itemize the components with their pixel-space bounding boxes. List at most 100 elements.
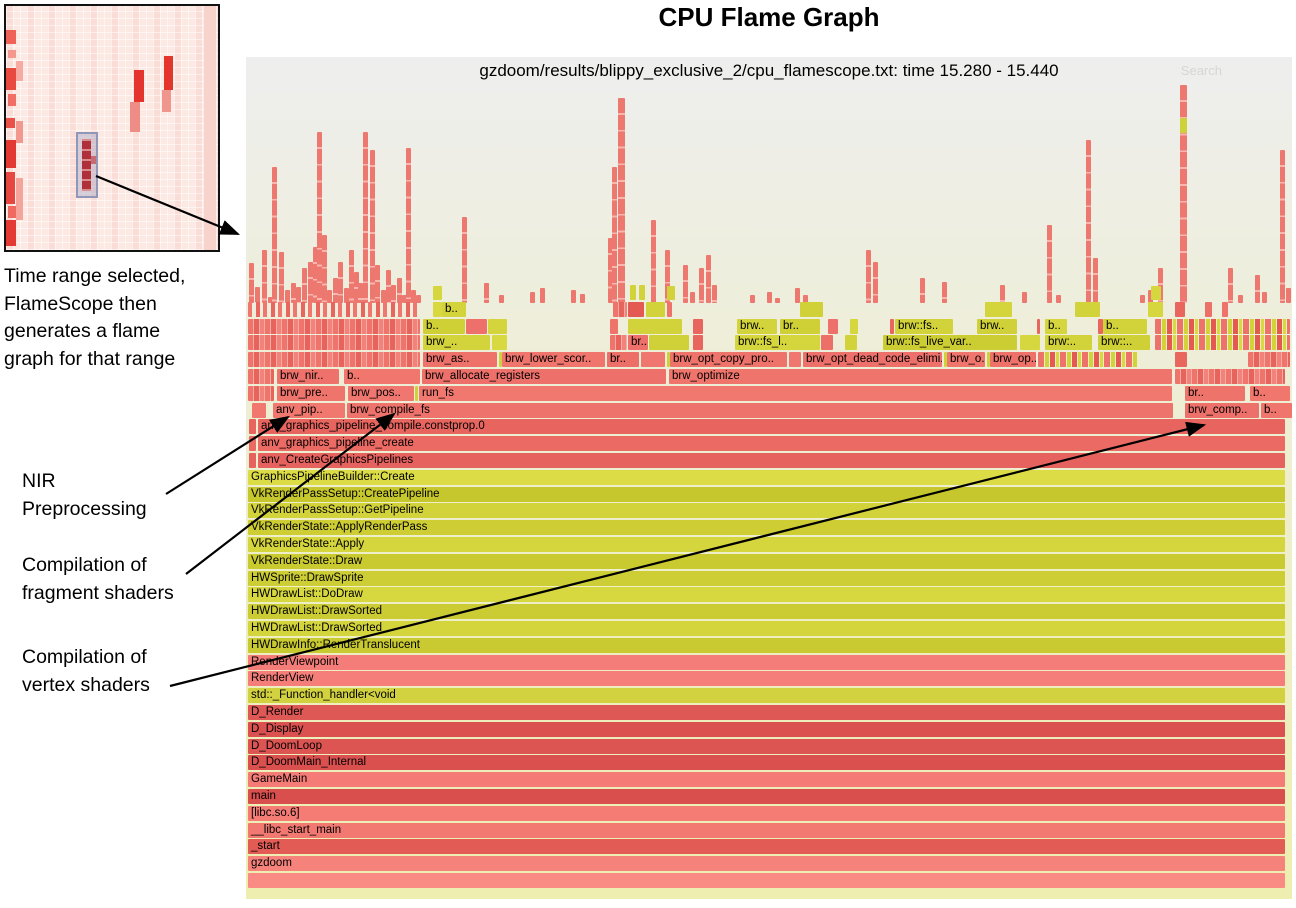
flame-frame[interactable]: __libc_start_main [248,822,1285,838]
flame-spike-frame[interactable] [866,250,871,303]
flame-frame[interactable]: HWSprite::DrawSprite [248,570,1285,586]
flame-frame[interactable]: brw_lower_scor.. [502,352,605,368]
flame-spike-frame[interactable] [873,262,878,303]
flame-spike-frame[interactable] [268,297,273,303]
flame-spike-frame[interactable] [484,283,489,303]
flame-spike-frame[interactable] [291,283,296,303]
flame-frame[interactable]: brw_pos.. [348,385,414,401]
flame-frame[interactable] [1038,352,1138,368]
flame-spike-frame[interactable] [322,235,327,303]
search-button[interactable]: Search [1180,63,1222,78]
flame-frame[interactable]: brw_o.. [947,352,985,368]
flame-frame[interactable]: brw.. [977,318,1017,334]
flame-spike-frame[interactable] [1158,268,1163,303]
flame-spike-frame[interactable] [416,295,421,303]
flame-frame[interactable] [249,453,256,468]
flame-spike-frame[interactable] [370,150,375,303]
flame-frame[interactable]: br.. [607,352,639,368]
flame-spike-frame[interactable] [349,250,354,303]
flame-frame[interactable]: _start [248,839,1285,855]
flame-frame[interactable] [248,318,420,334]
flame-spike-frame[interactable] [462,217,467,303]
flame-frame[interactable]: D_Display [248,721,1285,737]
flame-frame[interactable]: b.. [344,369,420,384]
flame-frame[interactable]: gzdoom [248,856,1285,872]
flame-frame[interactable]: brw_allocate_registers [422,369,666,384]
flame-frame[interactable]: VkRenderState::Draw [248,553,1285,569]
flame-frame[interactable] [1205,301,1212,317]
flame-spike-frame[interactable] [262,250,267,303]
flame-frame[interactable] [1037,318,1040,334]
flame-frame[interactable]: GameMain [248,772,1285,788]
flame-frame[interactable] [613,301,627,317]
flame-spike-frame[interactable] [775,298,780,303]
flame-frame[interactable]: brw_compile_fs [347,402,1173,418]
flame-spike-frame[interactable] [363,132,368,303]
flame-spike-frame[interactable] [1228,268,1233,303]
flame-frame[interactable]: br.. [780,318,820,334]
flame-frame[interactable]: b.. [1261,402,1292,418]
flame-frame[interactable]: b.. [423,318,465,334]
flame-spike-frame[interactable] [1093,258,1098,303]
flame-spike-frame[interactable] [375,265,380,303]
flame-frame[interactable] [693,318,703,334]
flame-frame[interactable] [789,352,801,368]
flame-frame[interactable]: HWDrawInfo::RenderTranslucent [248,637,1285,653]
flame-frame[interactable] [987,352,990,368]
flame-frame[interactable] [248,385,274,401]
flame-spike-frame[interactable] [683,265,688,303]
flame-frame[interactable]: brw_nir.. [277,369,339,384]
flame-spike-frame[interactable] [665,250,670,303]
flame-spike-frame[interactable] [308,262,313,303]
flame-frame[interactable] [641,352,665,368]
flame-spike-frame[interactable] [499,295,504,303]
flame-spike-frame[interactable] [338,262,343,303]
flame-frame[interactable]: b.. [1250,385,1290,401]
flame-frame[interactable] [248,301,420,317]
flame-spike-frame[interactable] [920,278,925,303]
flame-frame[interactable]: brw_opt_dead_code_elimi.. [803,352,942,368]
flame-frame[interactable]: D_DoomLoop [248,738,1285,754]
flame-frame[interactable]: brw:.. [1045,335,1092,351]
flame-frame[interactable] [1175,352,1187,368]
flame-frame[interactable]: GraphicsPipelineBuilder::Create [248,469,1285,485]
flame-spike-frame[interactable] [767,292,772,303]
flame-spike-frame[interactable] [317,132,322,303]
flame-spike-frame[interactable] [402,295,407,303]
flame-frame[interactable]: brw_optimize [669,369,1172,384]
flame-spike-frame[interactable] [397,278,402,303]
flame-frame[interactable]: HWDrawList::DoDraw [248,587,1285,603]
flame-frame[interactable]: brw_as.. [423,352,497,368]
flame-frame[interactable]: b.. [1103,318,1147,334]
flame-frame[interactable] [1155,335,1290,351]
flame-spike-frame[interactable] [530,292,535,303]
flame-spike-frame[interactable] [690,292,695,303]
flame-frame[interactable] [466,318,487,334]
flame-spike-frame[interactable] [612,167,617,303]
flame-frame[interactable]: std::_Function_handler<void [248,688,1285,704]
flame-frame[interactable]: anv_CreateGraphicsPipelines [258,453,1285,468]
flame-frame[interactable] [985,301,1012,317]
flame-frame[interactable]: HWDrawList::DrawSorted [248,604,1285,620]
flame-frame[interactable]: b.. [442,301,466,317]
flame-spike-frame[interactable] [608,238,613,303]
flame-frame[interactable]: brw.. [737,318,777,334]
flame-spike-frame[interactable] [1047,225,1052,303]
flame-frame[interactable]: brw_op.. [990,352,1036,368]
flame-spike-frame[interactable] [386,270,391,303]
flame-frame[interactable] [944,352,947,368]
flame-spike-frame[interactable] [285,290,290,303]
flame-spike-frame[interactable] [1262,292,1267,303]
flame-spike-frame[interactable] [1022,292,1027,303]
flame-frame[interactable]: brw::fs_live_var.. [883,335,1017,351]
flame-spike-frame[interactable] [651,220,656,303]
flame-frame[interactable]: brw_pre.. [277,385,345,401]
flame-spike-frame[interactable] [699,268,704,303]
flame-spike-frame[interactable] [795,288,800,303]
flame-frame[interactable]: D_Render [248,705,1285,720]
flame-frame[interactable]: run_fs [419,385,1172,401]
flame-frame[interactable] [646,301,665,317]
flame-frame[interactable] [1075,301,1100,317]
flame-frame[interactable] [845,335,857,351]
flame-spike-frame[interactable] [381,290,386,303]
